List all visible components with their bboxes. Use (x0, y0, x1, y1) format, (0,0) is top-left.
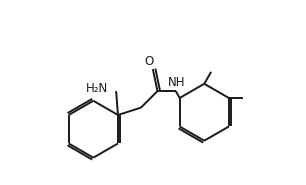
Text: H₂N: H₂N (86, 82, 108, 95)
Text: NH: NH (168, 76, 185, 89)
Text: O: O (144, 55, 154, 68)
